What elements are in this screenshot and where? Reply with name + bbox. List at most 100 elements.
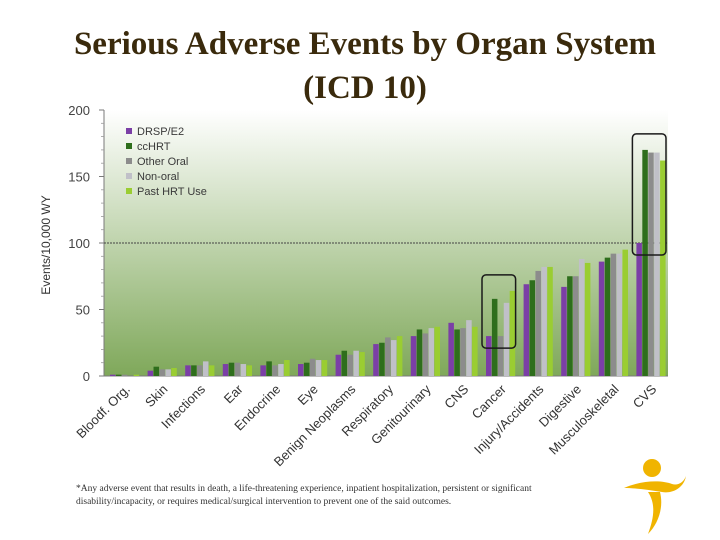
- bar-past-hrt-use: [359, 352, 365, 376]
- logo-head-icon: [643, 459, 661, 477]
- bar-non-oral: [503, 302, 510, 376]
- legend-label: Other Oral: [137, 156, 188, 168]
- legend-label: Non-oral: [137, 171, 179, 183]
- bar-other-oral: [272, 365, 278, 376]
- bar-other-oral: [121, 374, 128, 376]
- bar-past-hrt-use: [396, 336, 403, 376]
- bar-non-oral: [240, 364, 247, 376]
- bar-past-hrt-use: [547, 266, 553, 376]
- bar-non-oral: [315, 360, 322, 376]
- bar-drsp-e2: [260, 365, 266, 376]
- legend-label: DRSP/E2: [137, 126, 184, 138]
- bar-other-oral: [422, 333, 429, 376]
- bar-drsp-e2: [147, 370, 154, 376]
- highlight-box: [481, 274, 517, 349]
- bar-drsp-e2: [598, 261, 605, 376]
- bar-other-oral: [535, 270, 541, 376]
- bar-cchrt: [642, 149, 648, 376]
- bar-past-hrt-use: [509, 290, 516, 376]
- bar-cchrt: [491, 298, 498, 376]
- y-tick-label: 200: [68, 103, 90, 118]
- brand-logo: [624, 459, 686, 534]
- bar-other-oral: [347, 354, 353, 376]
- bar-non-oral: [616, 253, 623, 376]
- legend-swatch: [126, 158, 132, 164]
- bar-non-oral: [654, 152, 660, 376]
- bar-cchrt: [529, 280, 536, 376]
- category-label: Skin: [142, 382, 170, 410]
- bar-cchrt: [191, 365, 197, 376]
- bar-past-hrt-use: [321, 360, 328, 376]
- bar-other-oral: [309, 358, 316, 376]
- legend-swatch: [126, 143, 132, 149]
- bar-drsp-e2: [222, 364, 229, 376]
- bar-non-oral: [390, 340, 397, 376]
- legend-swatch: [126, 188, 132, 194]
- y-tick-label: 150: [68, 170, 90, 185]
- chart-title: Serious Adverse Events by Organ System (…: [73, 26, 657, 106]
- bar-cchrt: [153, 366, 160, 376]
- y-tick-label: 100: [68, 236, 90, 251]
- bar-drsp-e2: [110, 374, 116, 376]
- highlight-box: [631, 133, 667, 256]
- y-axis-label: Events/10,000 WY: [39, 195, 53, 294]
- bar-non-oral: [541, 266, 547, 376]
- bar-past-hrt-use: [208, 365, 215, 376]
- bar-other-oral: [573, 276, 579, 376]
- bar-drsp-e2: [335, 354, 342, 376]
- category-label: Eye: [294, 382, 320, 408]
- bar-drsp-e2: [410, 336, 417, 376]
- bar-non-oral: [428, 328, 435, 376]
- legend-swatch: [126, 173, 132, 179]
- y-tick-label: 50: [76, 303, 90, 318]
- bar-other-oral: [385, 337, 391, 376]
- category-label: CVS: [630, 381, 660, 411]
- bar-non-oral: [353, 350, 359, 376]
- legend-swatch: [126, 128, 132, 134]
- category-label: Bloodf. Org.: [73, 382, 133, 442]
- bar-past-hrt-use: [584, 262, 591, 376]
- bar-cchrt: [604, 257, 611, 376]
- bar-drsp-e2: [486, 336, 492, 376]
- bar-past-hrt-use: [246, 365, 252, 376]
- category-label: CNS: [441, 381, 471, 411]
- legend-label: ccHRT: [137, 141, 171, 153]
- category-label: Ear: [221, 381, 246, 406]
- bar-other-oral: [234, 362, 241, 376]
- bar-drsp-e2: [185, 365, 191, 376]
- bar-drsp-e2: [373, 344, 379, 376]
- bar-past-hrt-use: [622, 249, 628, 376]
- bar-past-hrt-use: [284, 360, 290, 376]
- bar-cchrt: [115, 374, 122, 376]
- bar-other-oral: [197, 365, 203, 376]
- bar-other-oral: [648, 152, 654, 376]
- bar-past-hrt-use: [660, 160, 666, 376]
- bar-other-oral: [460, 328, 466, 376]
- bar-cchrt: [379, 342, 385, 376]
- legend-label: Past HRT Use: [137, 186, 207, 198]
- bar-drsp-e2: [561, 286, 567, 376]
- bar-cchrt: [341, 350, 348, 376]
- bar-cchrt: [416, 329, 423, 376]
- bar-non-oral: [165, 369, 171, 376]
- logo-arm-icon: [624, 476, 686, 493]
- bar-non-oral: [466, 320, 472, 376]
- bar-cchrt: [567, 276, 573, 376]
- bar-drsp-e2: [448, 322, 454, 376]
- bar-cchrt: [228, 362, 235, 376]
- bar-past-hrt-use: [171, 368, 177, 376]
- bar-non-oral: [578, 258, 585, 376]
- bar-drsp-e2: [636, 243, 642, 376]
- bar-other-oral: [610, 253, 617, 376]
- bar-non-oral: [202, 361, 209, 376]
- bar-other-oral: [159, 369, 165, 376]
- bar-past-hrt-use: [472, 326, 478, 376]
- bar-past-hrt-use: [133, 374, 140, 376]
- bar-cchrt: [454, 329, 460, 376]
- logo-body-icon: [648, 492, 662, 534]
- footnote: *Any adverse event that results in death…: [76, 484, 532, 507]
- bar-drsp-e2: [523, 284, 530, 376]
- bar-drsp-e2: [298, 364, 304, 376]
- bar-other-oral: [497, 336, 504, 376]
